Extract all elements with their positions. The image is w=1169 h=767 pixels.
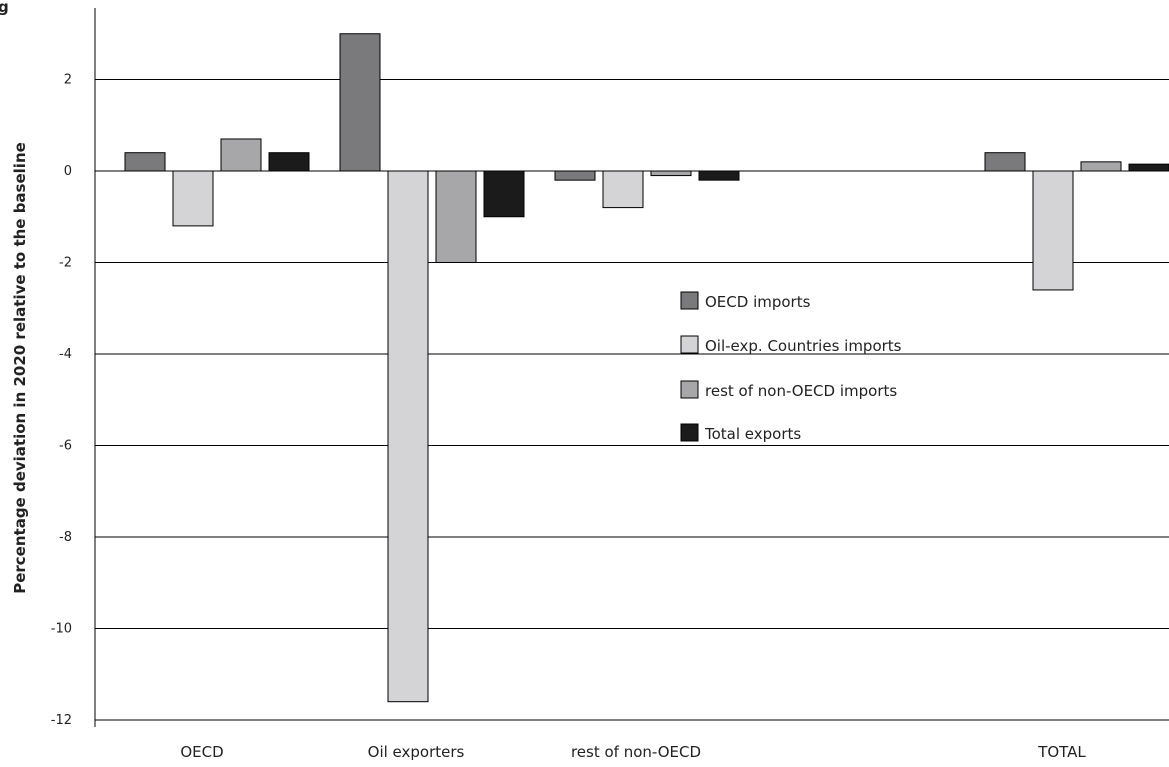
y-tick-label: -12 (51, 713, 72, 728)
bar (650, 170, 692, 177)
category-label: rest of non-OECD (571, 743, 701, 761)
bars (124, 33, 1169, 703)
category-label: OECD (180, 743, 223, 761)
legend-label: Total exports (704, 425, 801, 443)
y-tick-label: 0 (64, 164, 72, 179)
bar (1080, 161, 1122, 172)
bar (220, 138, 262, 172)
y-tick-label: 2 (64, 73, 72, 88)
bar (1128, 163, 1169, 172)
category-labels: OECD Oil exporters rest of non-OECD TOTAL (180, 743, 1086, 761)
bar (339, 33, 381, 172)
y-tick-label: -10 (51, 622, 72, 637)
y-tick-labels: 2 0 -2 -4 -6 -8 -10 -12 (51, 73, 72, 729)
bar (984, 152, 1026, 172)
category-label: TOTAL (1037, 743, 1086, 761)
y-tick-label: -8 (59, 530, 72, 545)
bar (483, 170, 525, 218)
bar (435, 170, 477, 263)
chart-title-fragment: g (0, 0, 9, 16)
legend-swatch (680, 291, 699, 310)
y-tick-label: -4 (59, 347, 72, 362)
legend-item: rest of non-OECD imports (680, 380, 897, 400)
y-axis-label: Percentage deviation in 2020 relative to… (11, 142, 29, 594)
bar (124, 152, 166, 172)
bar (1032, 170, 1074, 291)
y-tick-label: -2 (59, 256, 72, 271)
legend-label: rest of non-OECD imports (705, 382, 897, 400)
legend-label: OECD imports (705, 293, 811, 311)
bar (172, 170, 214, 227)
legend-swatch (680, 335, 699, 354)
bar (554, 170, 596, 181)
bar (387, 170, 429, 703)
legend-item: OECD imports (680, 291, 811, 311)
y-tick-label: -6 (59, 439, 72, 454)
bar (268, 152, 310, 172)
legend: OECD imports Oil-exp. Countries imports re… (680, 291, 902, 443)
legend-swatch (680, 380, 699, 399)
legend-item: Total exports (680, 423, 801, 443)
legend-item: Oil-exp. Countries imports (680, 335, 902, 355)
bar (698, 170, 740, 181)
bar (602, 170, 644, 209)
legend-label: Oil-exp. Countries imports (705, 337, 902, 355)
category-label: Oil exporters (368, 743, 465, 761)
legend-swatch (680, 423, 699, 442)
